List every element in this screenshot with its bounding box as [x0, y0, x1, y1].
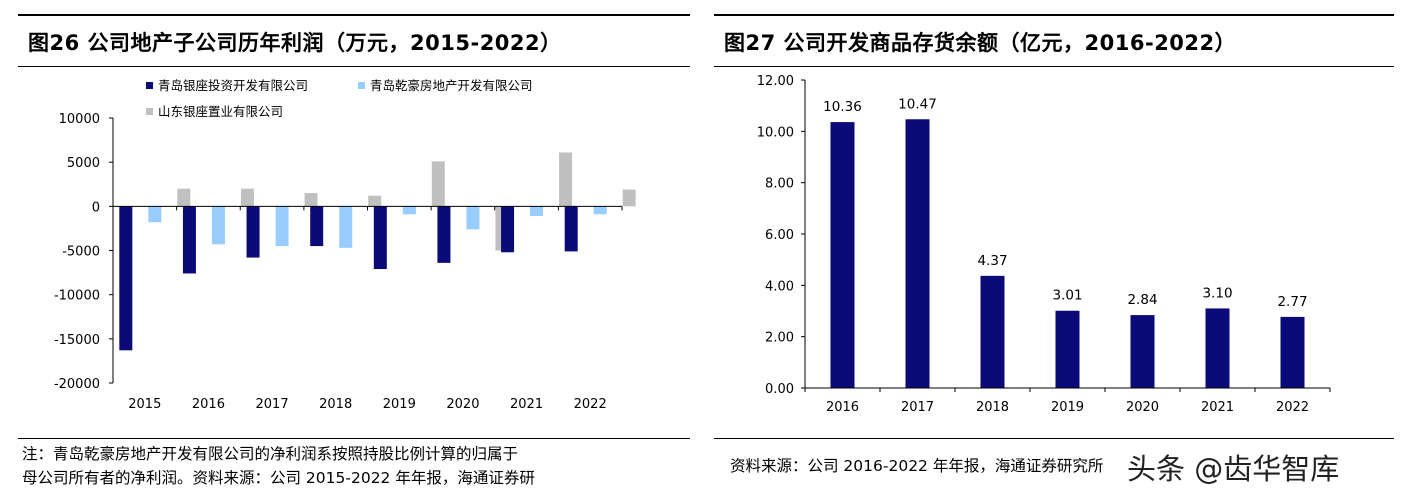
right-bar-2019 — [1055, 310, 1080, 388]
left-legend-swatch-2 — [146, 108, 153, 115]
right-bar-value-label: 10.36 — [823, 99, 862, 115]
left-legend-label-1: 青岛乾豪房地产开发有限公司 — [370, 78, 533, 93]
left-bar-2018-s0 — [310, 206, 324, 247]
left-bar-2017-s2 — [304, 193, 318, 207]
left-x-tick-label: 2018 — [319, 397, 352, 412]
left-bar-2022-s1 — [593, 206, 607, 215]
left-bar-2021-s2 — [559, 152, 573, 207]
left-figure-panel: 图26 公司地产子公司历年利润（万元，2015-2022） 10000 5000 0… — [0, 0, 700, 504]
right-x-tick-label: 2016 — [826, 400, 859, 415]
left-bar-2018-s1 — [339, 206, 353, 248]
right-y-tick-label: 2.00 — [765, 331, 794, 346]
left-bar-2016-s1 — [211, 206, 225, 245]
left-x-tick-label: 2019 — [383, 397, 416, 412]
left-x-tick-label: 2022 — [574, 397, 607, 412]
left-y-tick-label: -15000 — [54, 333, 100, 348]
right-bar-value-label: 10.47 — [898, 96, 937, 112]
right-y-tick-label: 4.00 — [765, 279, 794, 294]
right-y-tick-label: 10.00 — [757, 125, 794, 140]
left-figure-title: 图26 公司地产子公司历年利润（万元，2015-2022） — [28, 31, 562, 55]
right-bar-2021 — [1205, 308, 1230, 388]
left-x-tick-label: 2017 — [256, 397, 289, 412]
right-bar-value-label: 3.01 — [1052, 288, 1082, 304]
right-x-tick-label: 2020 — [1126, 400, 1159, 415]
right-x-tick-label: 2017 — [901, 400, 934, 415]
left-y-tick-label: -5000 — [62, 245, 100, 260]
left-legend-swatch-1 — [358, 82, 365, 89]
right-title-bar: 图27 公司开发商品存货余额（亿元，2016-2022） — [714, 14, 1394, 67]
left-bar-2017-s1 — [275, 206, 289, 247]
right-bar-value-label: 4.37 — [977, 253, 1007, 269]
left-note-line-1: 注：青岛乾豪房地产开发有限公司的净利润系按照持股比例计算的归属于 — [22, 445, 519, 463]
right-inventory-chart: 12.00 10.00 8.00 6.00 4.00 2.00 0.00 10.36 2016 1… — [757, 74, 1331, 415]
right-bar-2020 — [1130, 315, 1155, 388]
left-profit-chart: 10000 5000 0 -5000 -10000 -15000 -20000 2015 201… — [54, 78, 636, 412]
watermark-text: 头条 @齿华智库 — [1127, 452, 1340, 486]
left-bar-2015-s2 — [177, 188, 191, 207]
left-bar-2017-s0 — [246, 206, 260, 258]
right-bar-value-label: 2.77 — [1277, 294, 1307, 310]
left-bar-2016-s0 — [182, 206, 196, 274]
right-x-tick-label: 2021 — [1201, 400, 1234, 415]
right-y-tick-label: 6.00 — [765, 228, 794, 243]
right-y-tick-label: 12.00 — [757, 74, 794, 89]
left-note-line-2: 母公司所有者的净利润。资料来源：公司 2015-2022 年年报，海通证券研 — [22, 469, 535, 487]
left-legend-swatch-0 — [146, 82, 153, 89]
left-bar-2019-s1 — [402, 206, 416, 215]
right-y-tick-label: 8.00 — [765, 177, 794, 192]
left-x-tick-label: 2016 — [192, 397, 225, 412]
left-bar-2022-s2 — [622, 189, 636, 207]
left-y-tick-label: 0 — [92, 200, 100, 215]
left-bar-2021-s0 — [501, 206, 515, 253]
left-title-bar: 图26 公司地产子公司历年利润（万元，2015-2022） — [18, 14, 690, 67]
left-x-tick-label: 2020 — [446, 397, 479, 412]
right-bar-2016 — [830, 122, 855, 389]
left-bar-2016-s2 — [240, 188, 254, 207]
left-bar-2020-s0 — [437, 206, 451, 263]
left-y-tick-label: -10000 — [54, 289, 100, 304]
left-legend-label-2: 山东银座置业有限公司 — [158, 104, 283, 119]
left-note-divider — [18, 438, 690, 439]
left-y-tick-label: 5000 — [67, 156, 100, 171]
left-y-tick-label: -20000 — [54, 377, 100, 392]
right-bar-2018 — [980, 275, 1005, 388]
right-bar-2017 — [905, 119, 930, 389]
left-bar-2022-s0 — [564, 206, 578, 252]
left-x-tick-label: 2015 — [128, 397, 161, 412]
left-bar-2020-s1 — [466, 206, 480, 230]
left-bar-2021-s1 — [530, 206, 544, 217]
right-y-tick-label: 0.00 — [765, 382, 794, 397]
left-bar-2018-s2 — [368, 195, 382, 207]
left-y-tick-label: 10000 — [59, 112, 100, 127]
left-bar-2019-s0 — [373, 206, 387, 270]
left-legend-label-0: 青岛银座投资开发有限公司 — [158, 78, 308, 93]
right-source-note: 资料来源：公司 2016-2022 年年报，海通证券研究所 — [730, 457, 1104, 475]
right-bar-value-label: 2.84 — [1127, 292, 1157, 308]
right-x-tick-label: 2019 — [1051, 400, 1084, 415]
right-x-tick-label: 2018 — [976, 400, 1009, 415]
left-x-tick-label: 2021 — [510, 397, 543, 412]
right-figure-panel: 图27 公司开发商品存货余额（亿元，2016-2022） 12.00 10.00 8… — [712, 0, 1406, 504]
right-bar-2022 — [1280, 316, 1305, 388]
right-note-divider — [714, 438, 1394, 439]
right-figure-title: 图27 公司开发商品存货余额（亿元，2016-2022） — [724, 31, 1237, 55]
left-bar-2015-s1 — [148, 206, 162, 223]
right-bar-value-label: 3.10 — [1202, 285, 1232, 301]
right-x-tick-label: 2022 — [1276, 400, 1309, 415]
left-bar-2015-s0 — [119, 206, 133, 351]
left-bar-2019-s2 — [431, 161, 445, 207]
